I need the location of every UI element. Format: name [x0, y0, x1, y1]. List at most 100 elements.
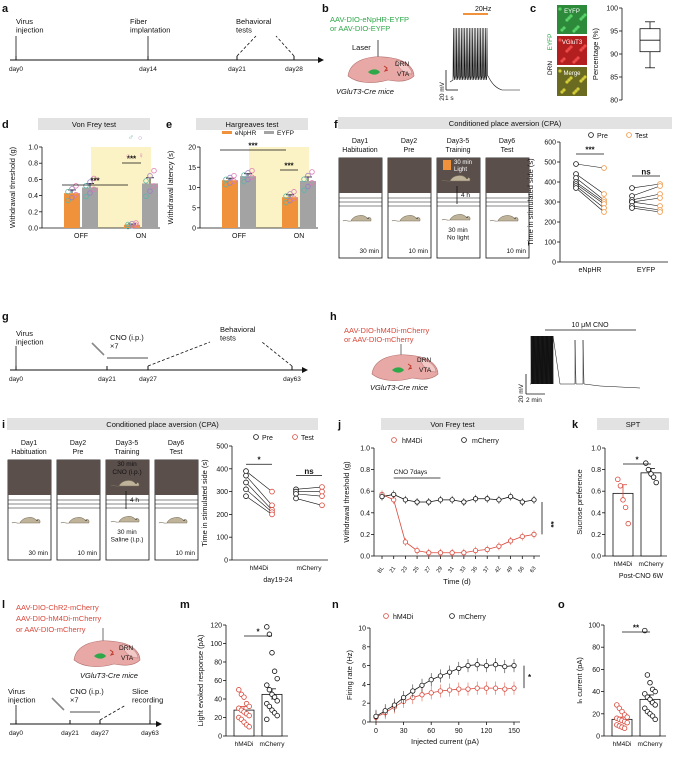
- c-cell: [567, 16, 571, 20]
- mouse-eye: [367, 217, 369, 219]
- j-point-hM4Di: [437, 550, 444, 556]
- i-pre-point: [243, 472, 249, 479]
- a-fiber-label: Fiber: [130, 17, 148, 26]
- m-tick-label: 120: [210, 623, 222, 630]
- d-title-bg: [38, 118, 150, 130]
- d-point: [125, 221, 131, 228]
- g-virus-label: injection: [16, 338, 44, 347]
- n-point-mCherry: [483, 662, 489, 669]
- j-xlabel: Time (d): [443, 577, 471, 586]
- d-ylabel: Withdrawal threshold (g): [8, 146, 17, 228]
- e-xlabel: OFF: [232, 233, 246, 240]
- panel-label-c: c: [530, 3, 536, 15]
- m-point: [266, 703, 273, 710]
- n-point-mCherry: [511, 662, 517, 669]
- e-tick-label: 10: [188, 185, 196, 192]
- c-cell: [583, 13, 587, 17]
- m-ylabel: Light evoked response (pA): [196, 634, 205, 726]
- c-ylabel: Percentage (%): [591, 27, 600, 80]
- l-dash: [99, 704, 127, 721]
- c-cell: [572, 91, 576, 95]
- d-title: Von Frey test: [72, 120, 117, 129]
- mouse-tail: [441, 219, 451, 221]
- f-pair-line: [631, 207, 661, 213]
- g-dash2: [261, 341, 293, 367]
- f-light-label: Light: [454, 167, 467, 173]
- k-tick-label: 0.6: [591, 489, 601, 496]
- e-point: [249, 174, 255, 180]
- i-sub: day19-24: [263, 577, 292, 584]
- n-xtick-label: 30: [400, 728, 408, 735]
- m-point: [274, 698, 280, 704]
- j-point-hM4Di: [461, 550, 467, 556]
- o-point: [644, 672, 651, 678]
- l-virus2: AAV-DIO-hM4Di-mCherry: [16, 614, 102, 623]
- f-pre-point: [629, 185, 635, 191]
- m-point: [264, 716, 270, 723]
- n-point-mCherry: [437, 673, 443, 679]
- f-tick-label: 500: [544, 160, 556, 167]
- vta-region: [368, 69, 380, 75]
- mouse-tail: [11, 522, 21, 524]
- k-point: [653, 479, 659, 486]
- o-sig-sig: **: [633, 624, 640, 633]
- f-tick-label: 200: [544, 220, 556, 227]
- m-tick-label: 0: [218, 734, 222, 741]
- j-xtick-label: 42: [494, 566, 502, 574]
- c-cell: [565, 80, 569, 84]
- f-day-time: 10 min: [408, 248, 428, 255]
- mouse-eye: [466, 177, 468, 179]
- f-pair-line: [631, 185, 661, 197]
- f-box-top: [486, 158, 529, 193]
- e-tick-label: 0: [192, 226, 196, 233]
- j-point-mCherry: [461, 499, 467, 505]
- e-point: [305, 183, 311, 190]
- e-point: [291, 195, 297, 202]
- f-tick-label: 100: [544, 240, 556, 247]
- j-point-mCherry: [414, 499, 420, 505]
- c-cell: [574, 58, 578, 62]
- j-point-hM4Di: [519, 533, 525, 540]
- e-sig1-sig: ***: [248, 142, 258, 151]
- c-cell: [581, 77, 585, 81]
- k-tick-label: 1.0: [591, 446, 601, 453]
- j-xtick-label: 35: [471, 566, 479, 574]
- c-cell: [569, 45, 573, 49]
- i-test-point: [319, 484, 325, 490]
- mouse-eye: [514, 217, 516, 219]
- f-pair-line: [631, 183, 661, 189]
- timeline-l-day: day0: [9, 730, 23, 737]
- n-point-hM4Di: [474, 685, 480, 691]
- m-point: [236, 687, 242, 693]
- m-point: [271, 694, 278, 700]
- n-tick-label: 6: [362, 663, 366, 670]
- timeline-a-day: day28: [285, 66, 303, 73]
- mouse-eye: [183, 519, 185, 521]
- c-cell: [562, 88, 566, 92]
- timeline-g-day: day27: [139, 376, 157, 383]
- j-point-mCherry: [391, 491, 397, 498]
- i-day-name: Day2: [70, 440, 86, 447]
- i-pre-point: [243, 486, 249, 493]
- e-point: [241, 172, 247, 178]
- j-xtick-label: 25: [412, 566, 420, 574]
- m-point: [274, 675, 280, 682]
- c-cell: [579, 48, 583, 52]
- panel-label-m: m: [180, 599, 190, 611]
- f-ylabel: Time in stimulated side (s): [526, 158, 535, 246]
- j-title: Von Frey test: [430, 420, 475, 429]
- vta-region: [94, 653, 106, 659]
- d-point: [91, 175, 97, 182]
- i-test-point: [319, 493, 325, 499]
- k-point: [650, 474, 657, 480]
- n-point-mCherry: [410, 688, 416, 694]
- n-tick-label: 10: [358, 626, 366, 633]
- k-point: [645, 466, 652, 473]
- k-point: [620, 497, 626, 503]
- c-cell: [569, 14, 573, 18]
- i-tick-label: 0: [224, 558, 228, 565]
- n-point-hM4Di: [419, 692, 425, 698]
- f-tick-label: 400: [544, 180, 556, 187]
- mouse-eye: [135, 518, 137, 520]
- l-virus-label: Virus: [8, 687, 25, 696]
